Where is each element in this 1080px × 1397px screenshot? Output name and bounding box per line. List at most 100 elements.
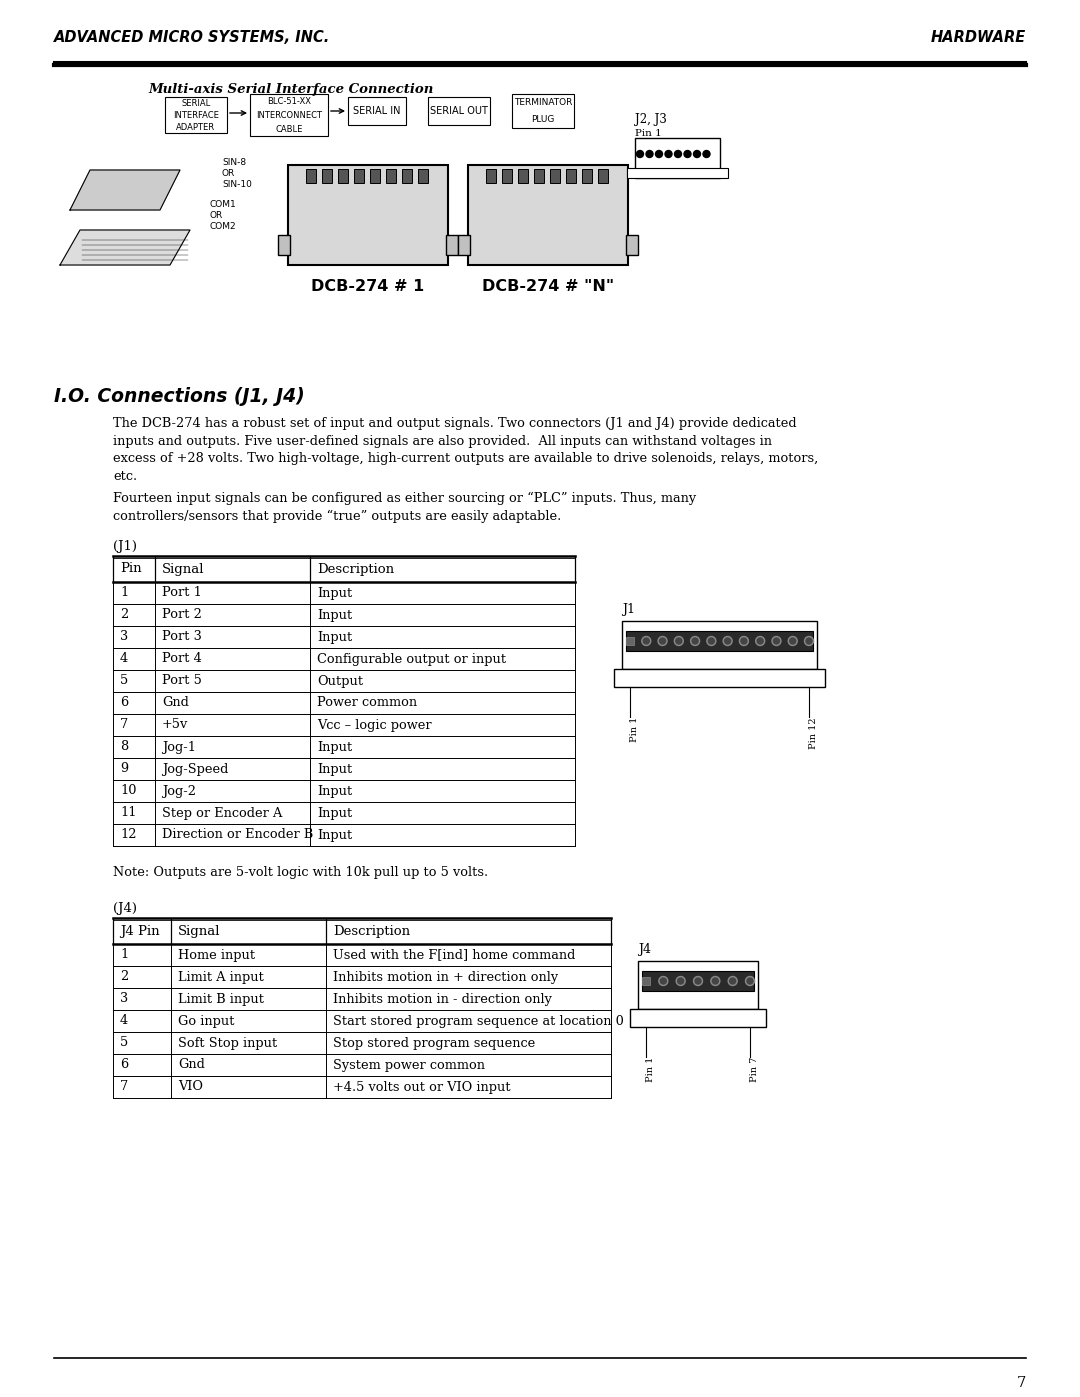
Text: INTERFACE: INTERFACE [173, 110, 219, 120]
Text: ADAPTER: ADAPTER [176, 123, 216, 131]
Circle shape [659, 977, 667, 985]
Circle shape [692, 638, 698, 644]
Text: J4 Pin: J4 Pin [120, 925, 160, 937]
Text: Input: Input [318, 763, 352, 775]
Text: Input: Input [318, 740, 352, 753]
Text: 6: 6 [120, 1059, 129, 1071]
Circle shape [747, 978, 753, 983]
Text: J1: J1 [622, 604, 635, 616]
Text: Stop stored program sequence: Stop stored program sequence [333, 1037, 536, 1049]
Text: Description: Description [333, 925, 410, 937]
Circle shape [646, 151, 653, 158]
Circle shape [730, 978, 735, 983]
Text: J4: J4 [638, 943, 651, 956]
Circle shape [711, 977, 720, 985]
Text: 6: 6 [120, 697, 129, 710]
Text: Gnd: Gnd [162, 697, 189, 710]
Bar [638, 961, 758, 1009]
Text: Input: Input [318, 587, 352, 599]
Text: System power common: System power common [333, 1059, 485, 1071]
Text: Step or Encoder A: Step or Encoder A [162, 806, 282, 820]
Text: Used with the F[ind] home command: Used with the F[ind] home command [333, 949, 576, 961]
Circle shape [675, 151, 681, 158]
Circle shape [690, 637, 700, 645]
Circle shape [703, 151, 710, 158]
Circle shape [773, 638, 780, 644]
Text: Input: Input [318, 806, 352, 820]
Text: ADVANCED MICRO SYSTEMS, INC.: ADVANCED MICRO SYSTEMS, INC. [54, 29, 330, 45]
Circle shape [806, 638, 812, 644]
Text: Port 1: Port 1 [162, 587, 202, 599]
Bar [566, 169, 576, 183]
Circle shape [644, 638, 649, 644]
Bar [622, 622, 816, 669]
Text: J2, J3: J2, J3 [635, 113, 666, 126]
Circle shape [788, 637, 797, 645]
Circle shape [693, 977, 702, 985]
Text: Pin 1: Pin 1 [630, 717, 639, 742]
Text: BLC-51-XX: BLC-51-XX [267, 96, 311, 106]
Polygon shape [70, 170, 180, 210]
Bar [348, 96, 406, 124]
Text: Input: Input [318, 785, 352, 798]
Text: Signal: Signal [162, 563, 204, 576]
Circle shape [660, 638, 665, 644]
Bar [642, 971, 754, 990]
Bar [598, 169, 608, 183]
Text: Pin 12: Pin 12 [809, 717, 818, 749]
Text: I.O. Connections (J1, J4): I.O. Connections (J1, J4) [54, 387, 305, 407]
Circle shape [772, 637, 781, 645]
Bar [370, 169, 380, 183]
Circle shape [658, 637, 667, 645]
Text: SERIAL OUT: SERIAL OUT [430, 106, 488, 116]
Circle shape [660, 978, 666, 983]
Circle shape [677, 978, 684, 983]
Circle shape [676, 638, 681, 644]
Text: 3: 3 [120, 630, 129, 644]
Text: Note: Outputs are 5-volt logic with 10k pull up to 5 volts.: Note: Outputs are 5-volt logic with 10k … [113, 866, 488, 879]
Bar [642, 977, 650, 985]
Text: Fourteen input signals can be configured as either sourcing or “PLC” inputs. Thu: Fourteen input signals can be configured… [113, 492, 697, 522]
Bar [635, 138, 720, 177]
Text: Pin 1: Pin 1 [646, 1058, 654, 1083]
Text: 7: 7 [120, 718, 129, 732]
Bar [278, 235, 291, 256]
Text: Port 2: Port 2 [162, 609, 202, 622]
Circle shape [707, 637, 716, 645]
Text: 10: 10 [120, 785, 136, 798]
Text: SIN-8
OR
SIN-10: SIN-8 OR SIN-10 [222, 158, 252, 189]
Text: Jog-2: Jog-2 [162, 785, 195, 798]
Text: 4: 4 [120, 1014, 129, 1028]
Bar [386, 169, 396, 183]
Circle shape [789, 638, 796, 644]
Text: Home input: Home input [178, 949, 255, 961]
Bar [518, 169, 528, 183]
Text: 7: 7 [120, 1080, 129, 1094]
Text: (J4): (J4) [113, 902, 137, 915]
Text: +5v: +5v [162, 718, 188, 732]
Text: VIO: VIO [178, 1080, 203, 1094]
Circle shape [724, 637, 732, 645]
Text: Port 4: Port 4 [162, 652, 202, 665]
Circle shape [728, 977, 738, 985]
Bar [249, 94, 328, 136]
Text: +4.5 volts out or VIO input: +4.5 volts out or VIO input [333, 1080, 511, 1094]
Bar [626, 631, 813, 651]
Text: Soft Stop input: Soft Stop input [178, 1037, 278, 1049]
Circle shape [636, 151, 644, 158]
Bar [626, 235, 638, 256]
Text: Description: Description [318, 563, 394, 576]
Text: Power common: Power common [318, 697, 417, 710]
Text: Pin: Pin [120, 563, 141, 576]
Text: CABLE: CABLE [275, 124, 302, 134]
Text: Port 5: Port 5 [162, 675, 202, 687]
Text: 11: 11 [120, 806, 136, 820]
Text: Jog-1: Jog-1 [162, 740, 195, 753]
Bar [615, 669, 825, 687]
Text: PLUG: PLUG [531, 115, 555, 124]
Circle shape [756, 637, 765, 645]
Bar [418, 169, 428, 183]
Bar [468, 165, 627, 265]
Bar [630, 1009, 766, 1027]
Circle shape [676, 977, 685, 985]
